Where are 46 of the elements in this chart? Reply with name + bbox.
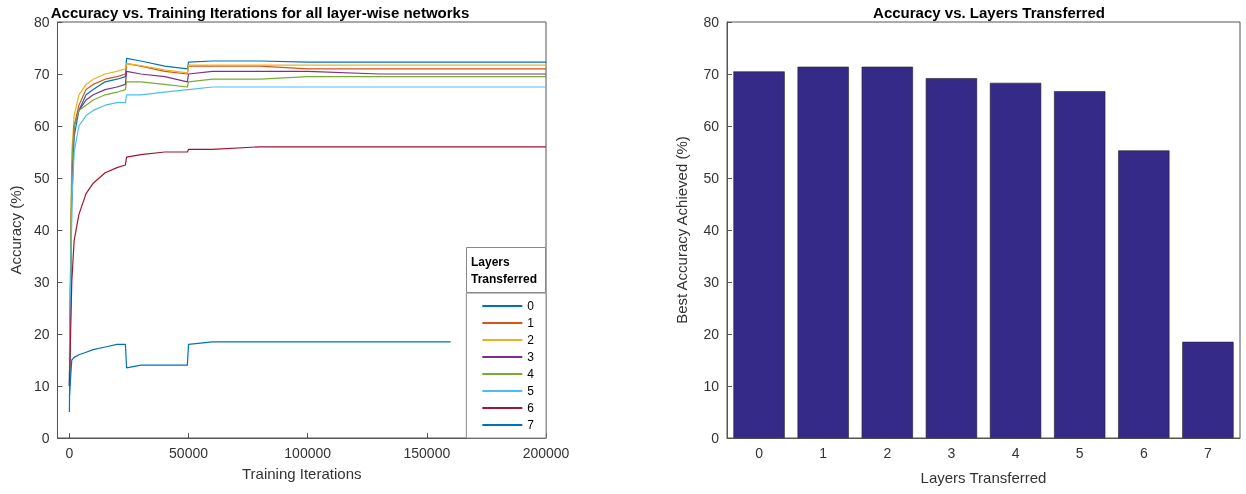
y-tick-label: 70: [703, 66, 720, 82]
legend-label: 0: [527, 299, 535, 313]
x-tick-label: 50000: [169, 445, 209, 461]
y-tick-label: 30: [703, 274, 720, 290]
legend-label: 1: [527, 316, 535, 330]
y-tick-label: 40: [33, 222, 50, 238]
x-tick-label: 100000: [284, 445, 332, 461]
y-tick-label: 80: [33, 14, 50, 30]
y-tick-label: 0: [41, 430, 50, 446]
y-tick-label: 80: [703, 14, 720, 30]
y-tick-label: 60: [703, 118, 720, 134]
x-axis-title: Layers Transferred: [920, 469, 1047, 486]
y-tick-label: 10: [33, 378, 50, 394]
x-tick-label: 150000: [403, 445, 451, 461]
legend-label: 7: [527, 418, 535, 432]
y-tick-label: 0: [711, 430, 720, 446]
legend-label: 5: [527, 384, 535, 398]
x-tick-label: 200000: [522, 445, 570, 461]
x-tick-label: 1: [819, 445, 828, 461]
x-tick-label: 2: [883, 445, 892, 461]
chart-title: Accuracy vs. Layers Transferred: [873, 4, 1105, 21]
legend-label: 4: [527, 367, 535, 381]
y-tick-label: 70: [33, 66, 50, 82]
legend-label: 3: [527, 350, 535, 364]
y-tick-label: 20: [33, 326, 50, 342]
legend-label: 6: [527, 401, 535, 415]
y-axis-title: Accuracy (%): [7, 185, 24, 275]
y-tick-label: 50: [33, 170, 50, 186]
x-tick-label: 0: [755, 445, 764, 461]
legend-label: 2: [527, 333, 535, 347]
y-tick-label: 60: [33, 118, 50, 134]
y-tick-label: 40: [703, 222, 720, 238]
x-tick-label: 4: [1011, 445, 1020, 461]
y-tick-label: 30: [33, 274, 50, 290]
x-axis-title: Training Iterations: [241, 465, 362, 482]
chart-title: Accuracy vs. Training Iterations for all layer-wise networks: [50, 4, 470, 21]
y-tick-label: 50: [703, 170, 720, 186]
y-tick-label: 10: [703, 378, 720, 394]
x-tick-label: 3: [947, 445, 956, 461]
legend-title: Layers Transferred: [471, 254, 538, 286]
x-tick-label: 5: [1075, 445, 1084, 461]
y-tick-label: 20: [703, 326, 720, 342]
x-tick-label: 7: [1204, 445, 1213, 461]
x-tick-label: 6: [1139, 445, 1148, 461]
x-tick-label: 0: [65, 445, 74, 461]
y-axis-title: Best Accuracy Achieved (%): [673, 136, 690, 324]
